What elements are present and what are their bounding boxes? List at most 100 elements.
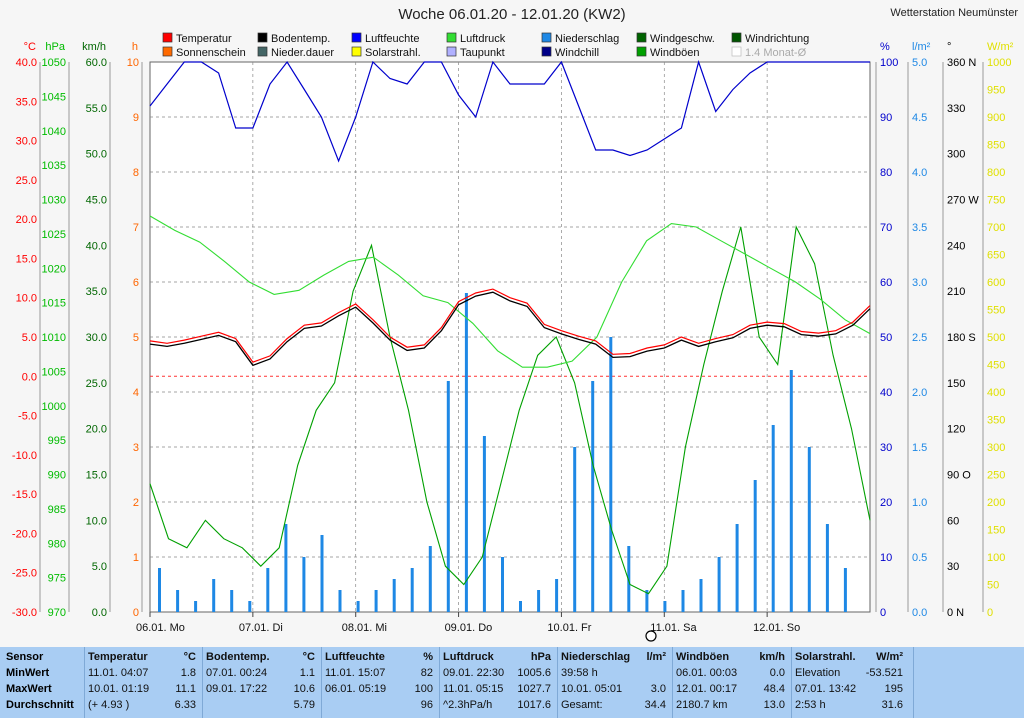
legend-label: 1.4 Monat-Ø	[745, 47, 807, 59]
stats-column-name: Bodentemp.	[206, 651, 270, 663]
axis-tick-label: 210	[947, 286, 965, 298]
axis-tick-label: 4.5	[912, 112, 927, 124]
axis-tick-label: 50	[880, 332, 892, 344]
axis-unit: h	[132, 41, 138, 53]
stats-column-name: Niederschlag	[561, 651, 631, 663]
stats-cell-value: 1005.6	[517, 667, 551, 679]
stats-column-unit: %	[423, 651, 433, 663]
stats-cell-label: Gesamt:	[561, 699, 603, 711]
precipitation-bar	[501, 557, 504, 612]
axis-unit: km/h	[82, 41, 106, 53]
stats-separator	[672, 647, 673, 718]
stats-cell-value: 96	[420, 699, 433, 711]
axis-tick-label: 970	[48, 607, 66, 619]
axis-tick-label: 900	[987, 112, 1005, 124]
legend-label: Windrichtung	[745, 33, 809, 45]
axis-tick-label: 1	[133, 552, 139, 564]
axis-tick-label: 3.5	[912, 222, 927, 234]
stats-cell-label: 06.01. 05:19	[325, 683, 387, 695]
axis-tick-label: 9	[133, 112, 139, 124]
axis-unit: %	[880, 41, 890, 53]
stats-cell-label: 10.01. 01:19	[88, 683, 150, 695]
axis-tick-label: 200	[987, 497, 1005, 509]
stats-cell-label: 10.01. 05:01	[561, 683, 623, 695]
stats-column: Temperatur °C 11.01. 04:07 1.8 10.01. 01:19 1…	[88, 650, 196, 713]
axis-tick-label: 60.0	[86, 57, 107, 69]
axis-tick-label: 90	[880, 112, 892, 124]
stats-cell-value: 5.79	[293, 699, 315, 711]
label-min: MinWert	[6, 667, 50, 679]
axis-tick-label: 35.0	[16, 96, 37, 108]
stats-cell-label: Elevation	[795, 667, 841, 679]
stats-cell-value: 1.8	[180, 667, 196, 679]
stats-separator	[791, 647, 792, 718]
precipitation-bar	[627, 546, 631, 612]
precipitation-bar	[753, 480, 757, 612]
stats-table: Sensor MinWert MaxWert Durchschnitt Temp…	[0, 647, 1024, 718]
axis-tick-label: 50	[987, 580, 999, 592]
axis-tick-label: -20.0	[12, 528, 37, 540]
axis-tick-label: 975	[48, 573, 66, 585]
axis-tick-label: 1020	[42, 263, 66, 275]
stats-column-name: Solarstrahl.	[795, 651, 856, 663]
stats-column-unit: hPa	[530, 651, 551, 663]
axis-unit: °C	[24, 41, 36, 53]
axis-tick-label: 750	[987, 195, 1005, 207]
axis-tick-label: 950	[987, 85, 1005, 97]
axis-tick-label: 550	[987, 305, 1005, 317]
axis-tick-label: 240	[947, 240, 965, 252]
axis-tick-label: 800	[987, 167, 1005, 179]
axis-tick-label: 2	[133, 497, 139, 509]
legend-label: Solarstrahl.	[365, 47, 421, 59]
stats-cell-label: 11.01. 15:07	[325, 667, 386, 679]
stats-column: Solarstrahl. W/m² Elevation -53.521 07.01. 1…	[795, 650, 903, 713]
axis-tick-label: 100	[880, 57, 898, 69]
axis-tick-label: 1040	[42, 126, 66, 138]
precipitation-bar	[338, 590, 342, 612]
wind-gust-line	[149, 225, 871, 595]
precipitation-bar	[392, 579, 396, 612]
now-marker-icon	[645, 630, 657, 642]
stats-column: Windböen km/h 06.01. 00:03 0.0 12.01. 00:17 4…	[676, 650, 785, 713]
axis-tick-label: 150	[947, 378, 965, 390]
x-day-label: 07.01. Di	[239, 622, 283, 634]
x-axis-labels: 06.01. Mo 07.01. Di 08.01. Mi 09.01. Do 10.0…	[136, 612, 800, 634]
axis-tick-label: 35.0	[86, 286, 107, 298]
stats-column: Luftdruck hPa 09.01. 22:30 1005.6 11.01. 05:…	[443, 650, 551, 713]
precipitation-bar	[374, 590, 378, 612]
precipitation-bar	[212, 579, 216, 612]
axis-tick-label: 3	[133, 442, 139, 454]
stats-column: Niederschlag l/m² 39:58 h 10.01. 05:01 3.0 Ge…	[561, 650, 666, 713]
stats-cell-value: 82	[420, 667, 433, 679]
axis-tick-label: 0	[987, 607, 993, 619]
precipitation-bar	[464, 293, 468, 612]
axis-tick-label: 7	[133, 222, 139, 234]
axis-tick-label: 70	[880, 222, 892, 234]
axis-tick-label: 30.0	[86, 332, 107, 344]
stats-row-labels: Sensor MinWert MaxWert Durchschnitt	[6, 650, 74, 713]
stats-cell-label: 07.01. 13:42	[795, 683, 857, 695]
axis-tick-label: 25.0	[86, 378, 107, 390]
axis-tick-label: 850	[987, 140, 1005, 152]
axis-tick-label: 0.0	[22, 371, 37, 383]
axis-tick-label: 450	[987, 360, 1005, 372]
axis-tick-label: 500	[987, 332, 1005, 344]
legend-label: Niederschlag	[555, 33, 619, 45]
stats-cell-label: 09.01. 22:30	[443, 667, 505, 679]
label-max: MaxWert	[6, 683, 52, 695]
axis-tick-label: 990	[48, 470, 66, 482]
axis-tick-label: 995	[48, 435, 66, 447]
stats-column-name: Luftdruck	[443, 651, 494, 663]
legend-swatch	[541, 32, 552, 43]
pressure-line	[149, 215, 871, 368]
humidity-line	[149, 59, 870, 163]
x-day-label: 09.01. Do	[445, 622, 493, 634]
x-day-label: 11.01. Sa	[650, 622, 697, 634]
axis-tick-label: 55.0	[86, 103, 107, 115]
stats-column-unit: °C	[183, 651, 196, 663]
stats-cell-value: 48.4	[763, 683, 785, 695]
axis-tick-label: 1010	[42, 332, 66, 344]
stats-cell-value: 1.1	[299, 667, 315, 679]
axis-tick-label: 700	[987, 222, 1005, 234]
stats-cell-value: 1017.6	[517, 699, 551, 711]
